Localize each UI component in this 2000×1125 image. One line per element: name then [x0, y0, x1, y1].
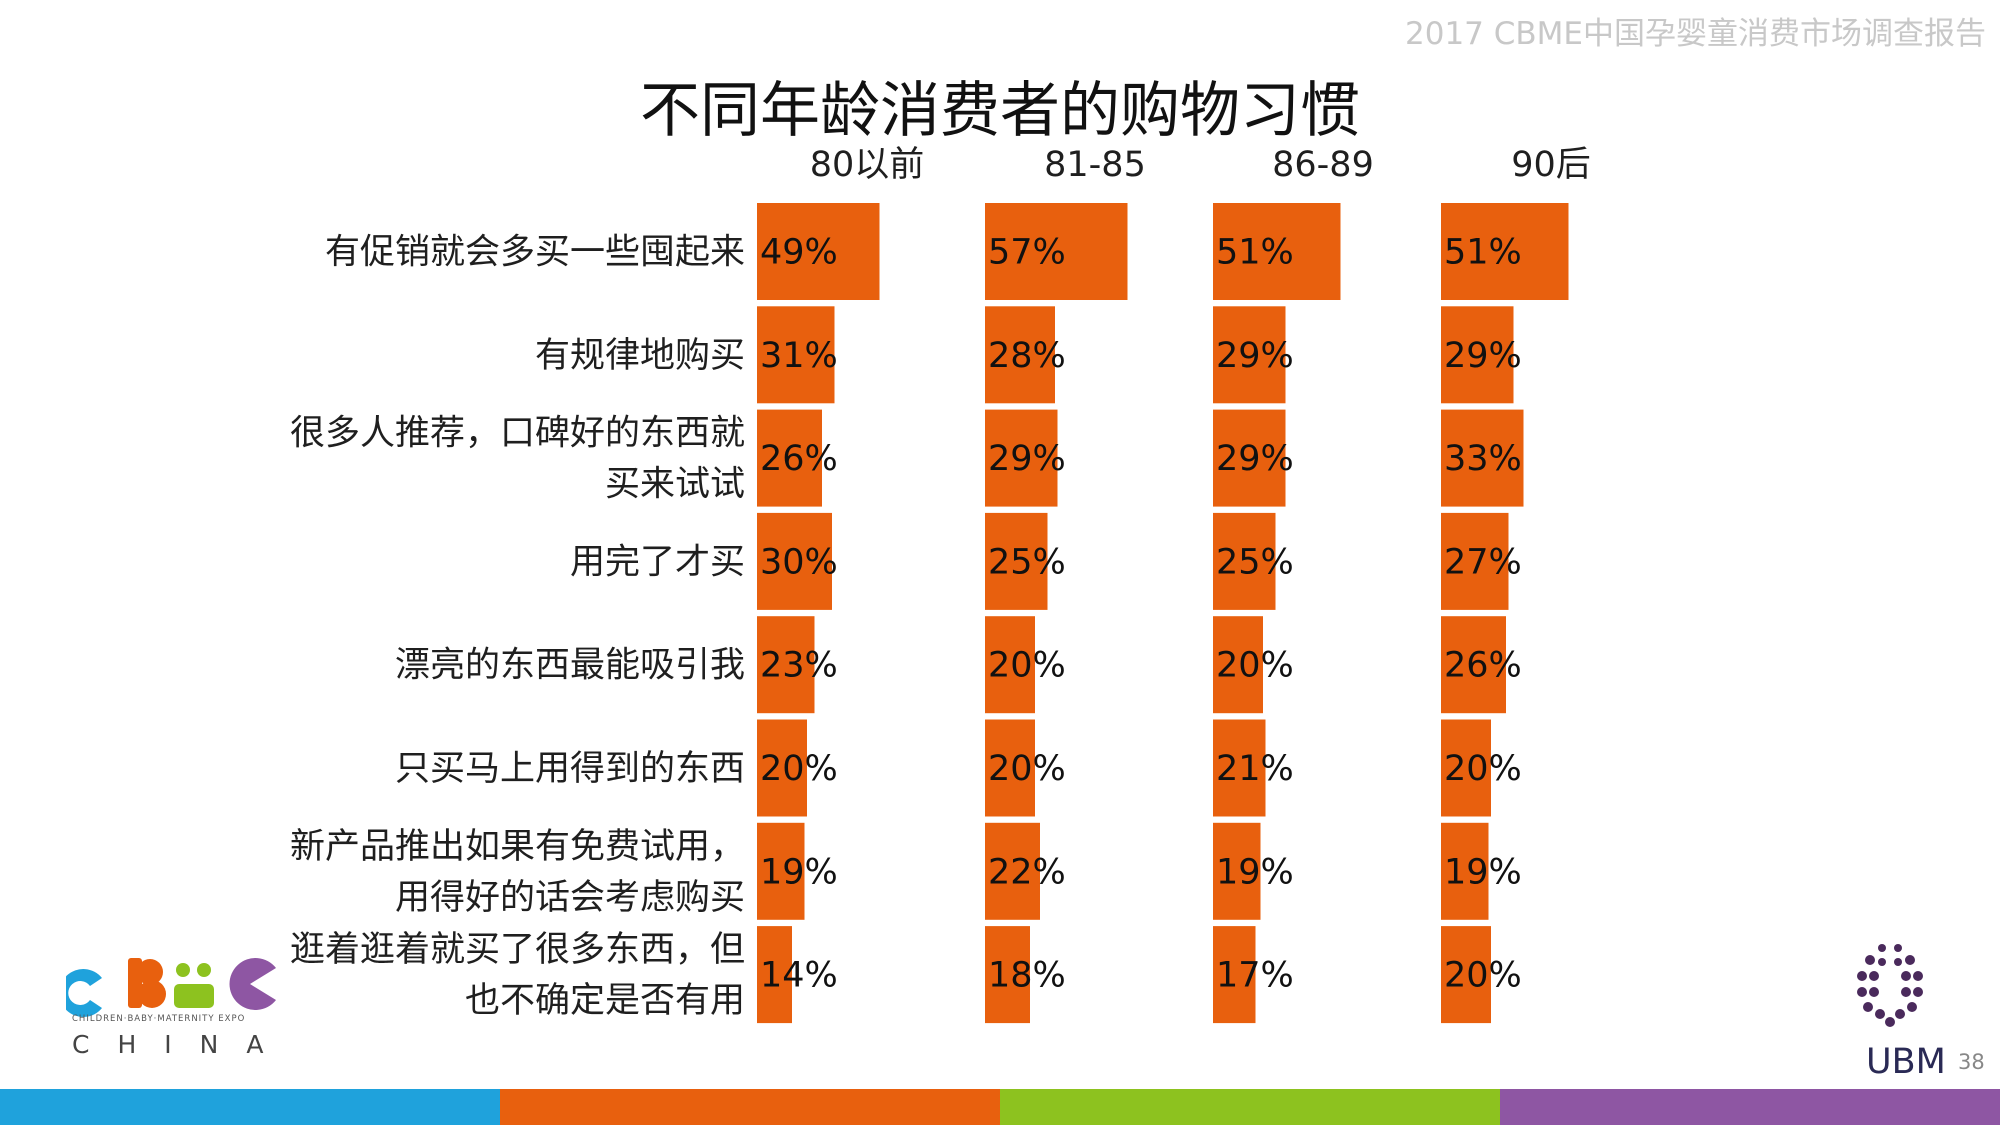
bar-1-4: [757, 512, 832, 610]
value-label-4-4: 27%: [1444, 542, 1522, 582]
category-label-8-line-1: 逛着逛着就买了很多东西，但: [290, 930, 745, 970]
bar-2-4: [985, 512, 1048, 610]
value-label-3-7: 19%: [1216, 852, 1294, 892]
bar-2-7: [985, 822, 1040, 920]
value-label-1-2: 31%: [760, 336, 838, 376]
category-label-5: 漂亮的东西最能吸引我: [395, 646, 745, 686]
ubm-logo-icon: [1857, 944, 1923, 1027]
bar-4-3: [1441, 409, 1524, 507]
bar-3-2: [1213, 306, 1286, 404]
value-label-2-2: 28%: [988, 336, 1066, 376]
footer-segment-purple: [1500, 1089, 2000, 1125]
series-header-4: 90后: [1511, 145, 1591, 185]
bar-1-6: [757, 719, 807, 817]
bar-3-5: [1213, 616, 1263, 714]
bar-2-6: [985, 719, 1035, 817]
value-label-1-7: 19%: [760, 852, 838, 892]
value-label-1-4: 30%: [760, 542, 838, 582]
bar-4-4: [1441, 512, 1509, 610]
category-label-7-line-2: 用得好的话会考虑购买: [395, 878, 745, 918]
footer-segment-green: [1000, 1089, 1500, 1125]
bar-1-5: [757, 616, 815, 714]
value-label-1-5: 23%: [760, 646, 838, 686]
chart-title: 不同年龄消费者的购物习惯: [640, 76, 1360, 146]
bar-3-3: [1213, 409, 1286, 507]
value-label-1-6: 20%: [760, 749, 838, 789]
value-label-2-6: 20%: [988, 749, 1066, 789]
bar-3-6: [1213, 719, 1266, 817]
footer-segment-blue: [0, 1089, 500, 1125]
bar-1-8: [757, 926, 792, 1024]
footer-color-strip: [0, 1089, 2000, 1125]
bar-3-8: [1213, 926, 1256, 1024]
value-label-1-3: 26%: [760, 439, 838, 479]
series-header-2: 81-85: [1044, 145, 1146, 185]
value-label-4-5: 26%: [1444, 646, 1522, 686]
value-label-3-3: 29%: [1216, 439, 1294, 479]
value-label-4-8: 20%: [1444, 956, 1522, 996]
series-header-3: 86-89: [1272, 145, 1374, 185]
bar-4-5: [1441, 616, 1506, 714]
ubm-logo-text: UBM: [1866, 1042, 1946, 1082]
value-label-1-1: 49%: [760, 233, 838, 273]
value-label-2-5: 20%: [988, 646, 1066, 686]
bar-4-6: [1441, 719, 1491, 817]
bar-1-1: [757, 203, 880, 300]
bar-2-2: [985, 306, 1055, 404]
cbme-logo: [66, 958, 276, 1017]
category-label-8-line-2: 也不确定是否有用: [465, 981, 745, 1021]
value-label-2-3: 29%: [988, 439, 1066, 479]
value-label-4-6: 20%: [1444, 749, 1522, 789]
value-label-2-8: 18%: [988, 956, 1066, 996]
bar-4-1: [1441, 203, 1569, 300]
bar-3-7: [1213, 822, 1261, 920]
value-label-3-4: 25%: [1216, 542, 1294, 582]
category-label-1: 有促销就会多买一些囤起来: [325, 233, 745, 273]
value-label-3-5: 20%: [1216, 646, 1294, 686]
value-label-2-7: 22%: [988, 852, 1066, 892]
bar-4-8: [1441, 926, 1491, 1024]
bar-4-7: [1441, 822, 1489, 920]
value-label-4-1: 51%: [1444, 233, 1522, 273]
bar-1-7: [757, 822, 805, 920]
value-label-1-8: 14%: [760, 956, 838, 996]
value-label-2-1: 57%: [988, 233, 1066, 273]
bar-2-5: [985, 616, 1035, 714]
category-label-3-line-1: 很多人推荐，口碑好的东西就: [290, 414, 745, 454]
bar-2-8: [985, 926, 1030, 1024]
category-label-6: 只买马上用得到的东西: [395, 749, 745, 789]
bar-1-3: [757, 409, 822, 507]
category-label-3-line-2: 买来试试: [605, 465, 745, 505]
value-label-4-3: 33%: [1444, 439, 1522, 479]
category-label-7-line-1: 新产品推出如果有免费试用，: [290, 827, 745, 867]
bar-3-4: [1213, 512, 1276, 610]
page-number: 38: [1958, 1050, 1985, 1074]
value-label-3-1: 51%: [1216, 233, 1294, 273]
series-header-1: 80以前: [810, 145, 925, 185]
bar-2-3: [985, 409, 1058, 507]
category-label-4: 用完了才买: [570, 542, 745, 582]
bar-4-2: [1441, 306, 1514, 404]
category-label-2: 有规律地购买: [535, 336, 745, 376]
value-label-2-4: 25%: [988, 542, 1066, 582]
bar-3-1: [1213, 203, 1341, 300]
value-label-3-6: 21%: [1216, 749, 1294, 789]
footer-segment-orange: [500, 1089, 1000, 1125]
value-label-3-2: 29%: [1216, 336, 1294, 376]
bar-1-2: [757, 306, 835, 404]
cbme-subtitle: CHILDREN·BABY·MATERNITY EXPO: [72, 1014, 246, 1024]
value-label-3-8: 17%: [1216, 956, 1294, 996]
bar-2-1: [985, 203, 1128, 300]
value-label-4-2: 29%: [1444, 336, 1522, 376]
value-label-4-7: 19%: [1444, 852, 1522, 892]
report-header-title: 2017 CBME中国孕婴童消费市场调查报告: [1405, 16, 1986, 52]
cbme-region: CHINA: [72, 1030, 292, 1059]
